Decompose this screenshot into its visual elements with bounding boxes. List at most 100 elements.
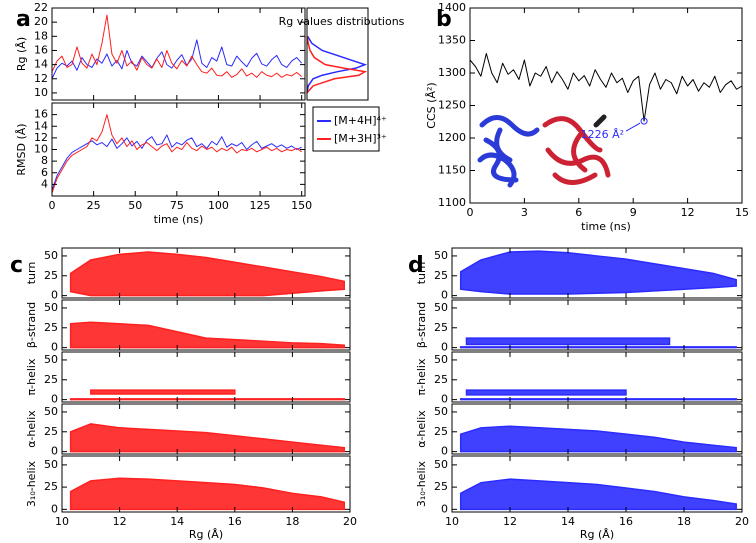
x-tick-label: 12 (113, 515, 127, 528)
plot-frame (451, 299, 743, 351)
y-tick-label: 0 (441, 502, 448, 515)
y-tick-label: 12 (34, 72, 48, 85)
y-tick-label: 25 (434, 269, 448, 282)
scatter-cloud (69, 477, 345, 511)
y-tick-label: 20 (34, 15, 48, 28)
y-tick-label: 14 (34, 58, 48, 71)
annotation-arrow (625, 122, 641, 132)
y-tick-label: 10 (34, 86, 48, 99)
y-tick-label: 25 (434, 425, 448, 438)
y-tick-label: 1400 (438, 1, 466, 14)
y-tick-label: 50 (434, 353, 448, 366)
scatter-cloud (465, 389, 627, 396)
y-tick-label: 0 (441, 289, 448, 302)
plot-frame (306, 7, 369, 101)
y-axis-label: 3₁₀-helix (415, 460, 428, 507)
panel-label: d (408, 253, 424, 278)
plot-frame (61, 247, 351, 299)
y-tick-label: 1100 (438, 196, 466, 209)
y-tick-label: 25 (44, 373, 58, 386)
y-tick-label: 50 (434, 405, 448, 418)
y-tick-label: 25 (44, 425, 58, 438)
y-axis-label: β-strand (415, 302, 428, 348)
x-tick-label: 14 (561, 515, 575, 528)
legend-label: [M+3H]³⁺ (334, 132, 387, 145)
x-tick-label: 150 (291, 199, 312, 212)
y-tick-label: 1350 (438, 34, 466, 47)
density-title: Rg values distributions (279, 15, 405, 28)
data-line (51, 114, 302, 194)
y-axis-label: π-helix (25, 358, 38, 395)
x-tick-label: 15 (735, 206, 749, 219)
protein-structure (477, 114, 611, 188)
x-tick-label: 3 (521, 206, 528, 219)
y-axis-label: α-helix (25, 410, 38, 448)
x-axis-label: Rg (Å) (580, 528, 614, 541)
x-tick-label: 16 (619, 515, 633, 528)
x-tick-label: 10 (55, 515, 69, 528)
x-tick-label: 18 (285, 515, 299, 528)
y-tick-label: 1250 (438, 99, 466, 112)
y-tick-label: 4 (41, 177, 48, 190)
y-tick-label: 16 (34, 43, 48, 56)
y-axis-label: CCS (Å²) (425, 82, 438, 128)
y-tick-label: 0 (441, 445, 448, 458)
annotation-marker (640, 117, 648, 125)
y-tick-label: 0 (51, 341, 58, 354)
y-tick-label: 0 (51, 393, 58, 406)
y-tick-label: 25 (434, 480, 448, 493)
y-tick-label: 25 (434, 321, 448, 334)
y-tick-label: 25 (44, 480, 58, 493)
x-tick-label: 100 (208, 199, 229, 212)
density-line (306, 36, 368, 94)
y-tick-label: 0 (51, 502, 58, 515)
data-line (469, 53, 743, 122)
y-tick-label: 25 (44, 321, 58, 334)
x-tick-label: 12 (503, 515, 517, 528)
y-tick-label: 50 (44, 458, 58, 471)
plot-frame (61, 351, 351, 403)
scatter-cloud (459, 398, 737, 401)
annotation: 1226 Å² (581, 128, 624, 141)
x-tick-label: 16 (228, 515, 242, 528)
x-axis-label: time (ns) (154, 213, 204, 226)
y-tick-label: 50 (44, 249, 58, 262)
scatter-cloud (459, 478, 737, 511)
y-axis-label: RMSD (Å) (15, 123, 28, 175)
scatter-cloud (90, 389, 236, 395)
scatter-cloud (459, 425, 737, 453)
y-tick-label: 1300 (438, 66, 466, 79)
data-line (51, 39, 303, 79)
y-tick-label: 16 (34, 108, 48, 121)
data-line (51, 134, 302, 191)
y-tick-label: 14 (34, 119, 48, 132)
x-tick-label: 18 (677, 515, 691, 528)
scatter-cloud (69, 398, 345, 401)
y-tick-label: 50 (44, 301, 58, 314)
y-tick-label: 18 (34, 29, 48, 42)
x-tick-label: 25 (87, 199, 101, 212)
x-tick-label: 12 (681, 206, 695, 219)
y-tick-label: 50 (434, 301, 448, 314)
x-tick-label: 20 (343, 515, 357, 528)
y-tick-label: 0 (441, 341, 448, 354)
x-tick-label: 75 (170, 199, 184, 212)
plot-frame (61, 299, 351, 351)
y-tick-label: 10 (34, 143, 48, 156)
scatter-cloud (69, 321, 345, 349)
y-tick-label: 25 (44, 269, 58, 282)
plot-frame (61, 455, 351, 513)
x-tick-label: 50 (128, 199, 142, 212)
x-tick-label: 0 (49, 199, 56, 212)
density-line (306, 35, 368, 94)
scatter-cloud (69, 251, 345, 297)
y-tick-label: 0 (51, 445, 58, 458)
y-tick-label: 50 (44, 405, 58, 418)
panel-label: a (16, 7, 31, 32)
x-tick-label: 9 (630, 206, 637, 219)
plot-frame (451, 455, 743, 513)
y-axis-label: turn (25, 262, 38, 285)
y-tick-label: 1200 (438, 131, 466, 144)
y-axis-label: Rg (Å) (15, 37, 28, 71)
